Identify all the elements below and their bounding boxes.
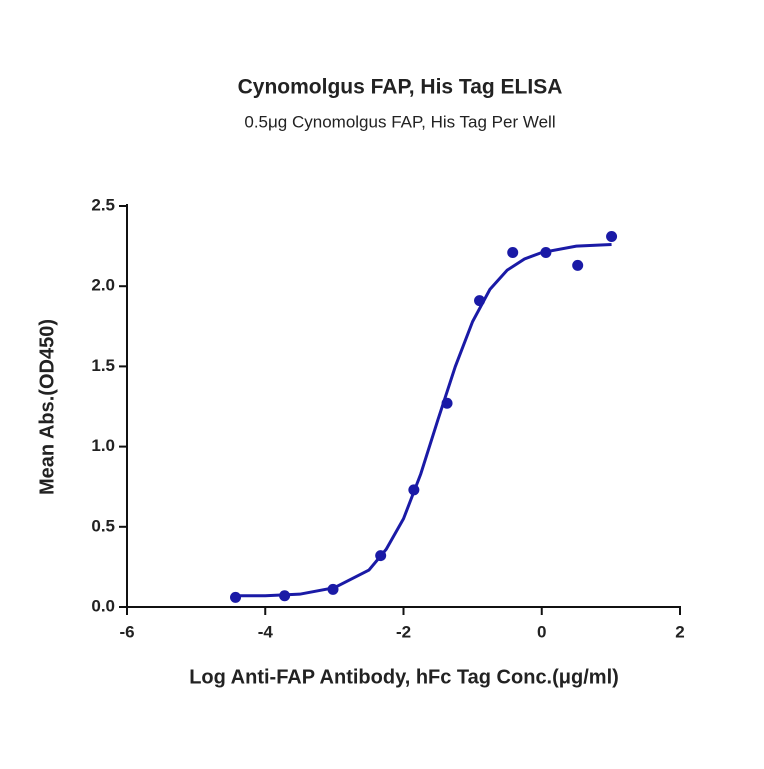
- y-tick-label: 2.5: [91, 195, 115, 214]
- x-tick-label: -6: [119, 622, 134, 641]
- fit-curve: [235, 242, 612, 598]
- y-tick-label: 2.0: [91, 276, 115, 295]
- chart-subtitle: 0.5μg Cynomolgus FAP, His Tag Per Well: [244, 112, 555, 131]
- x-tick-label: 0: [537, 622, 546, 641]
- y-tick-label: 0.5: [91, 516, 115, 535]
- data-point: [572, 259, 584, 271]
- x-tick-label: -2: [396, 622, 411, 641]
- x-tick-label: 2: [675, 622, 684, 641]
- y-axis-label: Mean Abs.(OD450): [36, 319, 58, 495]
- x-axis-label: Log Anti-FAP Antibody, hFc Tag Conc.(μg/…: [189, 666, 619, 688]
- data-point: [507, 247, 519, 259]
- x-tick-label: -4: [258, 622, 274, 641]
- data-point: [606, 230, 618, 242]
- y-tick-label: 1.0: [91, 436, 115, 455]
- chart-title: Cynomolgus FAP, His Tag ELISA: [238, 76, 563, 99]
- data-point: [230, 591, 242, 603]
- y-tick-label: 0.0: [91, 596, 115, 615]
- y-tick-label: 1.5: [91, 356, 115, 375]
